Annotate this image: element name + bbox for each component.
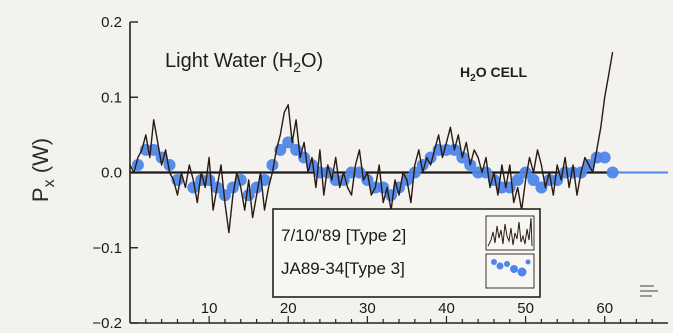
chart-title: Light Water (H2O) bbox=[165, 50, 323, 75]
series-line bbox=[129, 51, 614, 234]
type3-point-6 bbox=[187, 181, 200, 194]
type2-line bbox=[129, 51, 614, 234]
type3-point-14 bbox=[250, 181, 263, 194]
y-tick-label-2: 0.0 bbox=[101, 165, 122, 182]
cell-label: H2O CELL bbox=[460, 64, 527, 84]
y-tick-label-4: −0.2 bbox=[92, 315, 122, 332]
type3-point-4 bbox=[163, 158, 176, 171]
x-tick-label-0: 10 bbox=[201, 300, 218, 317]
x-tick-label-5: 60 bbox=[596, 300, 613, 317]
axes: 0.2 0.1 0.0 −0.1 −0.2 10 20 30 40 50 60 bbox=[92, 14, 668, 332]
y-tick-label-3: −0.1 bbox=[92, 240, 122, 257]
type3-point-47 bbox=[511, 174, 524, 187]
series-dots bbox=[131, 136, 619, 202]
x-tick-label-3: 40 bbox=[438, 300, 455, 317]
type3-point-0 bbox=[131, 158, 144, 171]
y-tick-label-1: 0.1 bbox=[101, 89, 122, 106]
type3-point-11 bbox=[226, 181, 239, 194]
type3-point-59 bbox=[606, 166, 619, 179]
type3-point-48 bbox=[519, 166, 532, 179]
legend-label-type3: JA89-34[Type 3] bbox=[281, 259, 405, 278]
x-tick-label-1: 20 bbox=[280, 300, 297, 317]
type3-point-34 bbox=[408, 166, 421, 179]
y-axis-label: Px (W) bbox=[28, 138, 58, 202]
y-tick-label-0: 0.2 bbox=[101, 14, 122, 31]
corner-annotation bbox=[640, 285, 658, 297]
type3-point-58 bbox=[598, 151, 611, 164]
legend-swatch-type3 bbox=[485, 253, 535, 289]
type3-point-10 bbox=[218, 189, 231, 202]
x-tick-label-4: 50 bbox=[517, 300, 534, 317]
x-tick-label-2: 30 bbox=[359, 300, 376, 317]
type3-point-16 bbox=[266, 158, 279, 171]
legend-swatch-type2 bbox=[485, 215, 535, 251]
legend: 7/10/'89 [Type 2] JA89-34[Type 3] bbox=[272, 208, 541, 298]
type3-point-49 bbox=[527, 174, 540, 187]
legend-label-type2: 7/10/'89 [Type 2] bbox=[281, 226, 406, 245]
